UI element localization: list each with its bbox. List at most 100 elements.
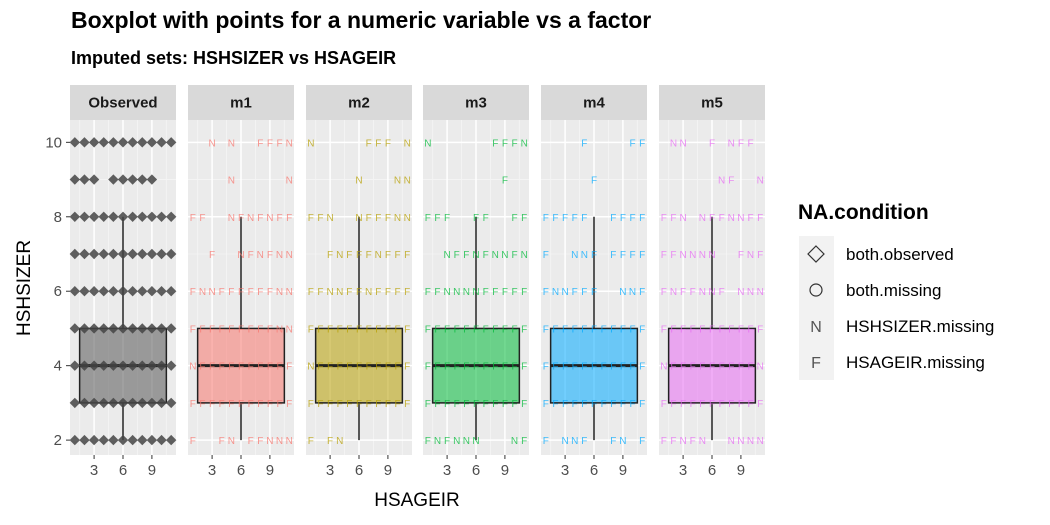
data-point-hsageir-missing: F xyxy=(670,213,676,224)
legend-title: NA.condition xyxy=(798,201,929,224)
data-point-hsageir-missing: F xyxy=(425,324,431,335)
data-point-hsageir-missing: F xyxy=(562,213,568,224)
data-point-hsageir-missing: F xyxy=(610,250,616,261)
data-point-hsageir-missing: F xyxy=(238,287,244,298)
data-point-hsageir-missing: F xyxy=(248,399,254,410)
data-point-hshsizer-missing: N xyxy=(699,250,706,261)
data-point-hsageir-missing: F xyxy=(366,250,372,261)
data-point-hsageir-missing: F xyxy=(267,287,273,298)
data-point-hsageir-missing: F xyxy=(747,138,753,149)
data-point-hsageir-missing: F xyxy=(639,138,645,149)
y-tick-label: 2 xyxy=(54,432,62,449)
data-point-both-observed xyxy=(98,248,109,260)
data-point-both-observed xyxy=(146,434,158,446)
data-point-hshsizer-missing: N xyxy=(336,250,343,261)
x-tick-label: 9 xyxy=(384,462,392,479)
data-point-hsageir-missing: F xyxy=(562,362,568,373)
data-point-hsageir-missing: F xyxy=(317,213,323,224)
data-point-both-observed xyxy=(69,248,81,260)
facet-label: m5 xyxy=(701,95,723,112)
data-point-hsageir-missing: F xyxy=(444,324,450,335)
data-point-hshsizer-missing: N xyxy=(434,436,441,447)
data-point-hsageir-missing: F xyxy=(639,213,645,224)
data-point-hsageir-missing: F xyxy=(639,399,645,410)
data-point-hshsizer-missing: N xyxy=(286,176,293,187)
data-point-hshsizer-missing: N xyxy=(307,138,314,149)
facet-strip xyxy=(659,85,765,120)
data-point-hsageir-missing: F xyxy=(709,362,715,373)
chart-title: Boxplot with points for a numeric variab… xyxy=(71,7,652,33)
data-point-hsageir-missing: F xyxy=(670,399,676,410)
data-point-hsageir-missing: F xyxy=(199,399,205,410)
data-point-hsageir-missing: F xyxy=(238,399,244,410)
data-point-hsageir-missing: F xyxy=(473,213,479,224)
data-point-hsageir-missing: F xyxy=(394,399,400,410)
data-point-both-observed xyxy=(165,323,177,334)
data-point-hshsizer-missing: N xyxy=(699,213,706,224)
data-point-hsageir-missing: F xyxy=(257,213,263,224)
facet-strip xyxy=(541,85,647,120)
legend-key-background xyxy=(799,272,834,308)
data-point-both-observed xyxy=(69,137,81,148)
data-point-both-observed xyxy=(108,211,119,222)
data-point-hshsizer-missing: N xyxy=(276,324,283,335)
data-point-hsageir-missing: F xyxy=(267,250,273,261)
data-point-hshsizer-missing: N xyxy=(670,287,677,298)
data-point-hsageir-missing: F xyxy=(199,324,205,335)
data-point-hsageir-missing: F xyxy=(375,287,381,298)
data-point-hsageir-missing: F xyxy=(552,399,558,410)
data-point-hsageir-missing: F xyxy=(444,399,450,410)
data-point-both-observed xyxy=(98,137,109,148)
data-point-hsageir-missing: F xyxy=(728,176,734,187)
data-point-hsageir-missing: F xyxy=(308,436,314,447)
data-point-hshsizer-missing: N xyxy=(679,138,686,149)
data-point-hshsizer-missing: N xyxy=(463,436,470,447)
data-point-both-observed xyxy=(88,323,100,334)
data-point-both-observed xyxy=(88,286,100,297)
data-point-hsageir-missing: F xyxy=(317,399,323,410)
data-point-hsageir-missing: F xyxy=(209,324,215,335)
data-point-hsageir-missing: F xyxy=(286,213,292,224)
data-point-hsageir-missing: F xyxy=(719,399,725,410)
data-point-hsageir-missing: F xyxy=(511,324,517,335)
data-point-hsageir-missing: F xyxy=(286,362,292,373)
data-point-hsageir-missing: F xyxy=(680,287,686,298)
data-point-both-observed xyxy=(137,397,148,409)
data-point-hsageir-missing: F xyxy=(483,324,489,335)
data-point-hshsizer-missing: N xyxy=(472,287,479,298)
data-point-hsageir-missing: F xyxy=(444,362,450,373)
data-point-hshsizer-missing: N xyxy=(679,213,686,224)
data-point-both-observed xyxy=(98,286,109,297)
facet-label: m3 xyxy=(465,95,487,112)
data-point-hsageir-missing: F xyxy=(190,399,196,410)
data-point-hsageir-missing: F xyxy=(238,324,244,335)
data-point-both-observed xyxy=(79,174,90,185)
data-point-hsageir-missing: F xyxy=(572,362,578,373)
data-point-hsageir-missing: F xyxy=(434,362,440,373)
data-point-hshsizer-missing: N xyxy=(728,436,735,447)
x-tick-label: 6 xyxy=(472,462,480,479)
data-point-both-observed xyxy=(146,211,158,222)
data-point-hsageir-missing: F xyxy=(276,138,282,149)
data-point-hsageir-missing: F xyxy=(492,362,498,373)
data-point-hshsizer-missing: N xyxy=(286,287,293,298)
data-point-both-observed xyxy=(69,286,81,297)
x-tick-label: 9 xyxy=(501,462,509,479)
data-point-hsageir-missing: F xyxy=(385,399,391,410)
data-point-hsageir-missing: F xyxy=(267,324,273,335)
data-point-both-observed xyxy=(69,434,81,446)
data-point-hshsizer-missing: N xyxy=(375,250,382,261)
data-point-hshsizer-missing: N xyxy=(286,324,293,335)
data-point-hsageir-missing: F xyxy=(690,287,696,298)
data-point-hsageir-missing: F xyxy=(356,287,362,298)
data-point-hsageir-missing: F xyxy=(690,436,696,447)
data-point-both-observed xyxy=(108,360,119,371)
data-point-hsageir-missing: F xyxy=(190,213,196,224)
data-point-hshsizer-missing: N xyxy=(708,287,715,298)
data-point-hsageir-missing: F xyxy=(543,324,549,335)
data-point-hshsizer-missing: N xyxy=(365,287,372,298)
data-point-hshsizer-missing: N xyxy=(737,287,744,298)
data-point-hsageir-missing: F xyxy=(492,287,498,298)
data-point-hshsizer-missing: N xyxy=(394,213,401,224)
